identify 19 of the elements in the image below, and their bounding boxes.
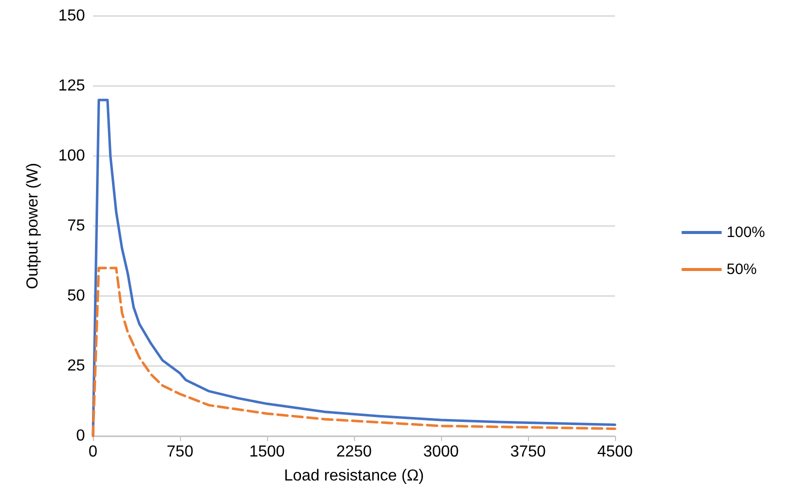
x-tick-label: 3750 xyxy=(510,444,546,460)
y-tick-label: 0 xyxy=(76,428,86,444)
legend-label: 100% xyxy=(726,224,766,241)
y-tick-label: 50 xyxy=(67,288,86,304)
x-tick-label: 0 xyxy=(88,444,98,460)
x-tick-label: 3000 xyxy=(423,444,459,460)
y-axis-title: Output power (W) xyxy=(24,162,42,290)
y-tick-label: 25 xyxy=(67,358,86,374)
y-tick-label: 125 xyxy=(58,78,86,94)
y-tick-label: 100 xyxy=(58,148,86,164)
legend-label: 50% xyxy=(726,261,757,278)
y-tick-label: 75 xyxy=(67,218,86,234)
x-tick-label: 1500 xyxy=(249,444,285,460)
y-tick-label: 150 xyxy=(58,8,86,24)
x-tick-label: 2250 xyxy=(336,444,372,460)
x-tick-label: 750 xyxy=(166,444,194,460)
line-series xyxy=(92,266,616,438)
x-axis-title: Load resistance (Ω) xyxy=(284,468,424,484)
x-tick-label: 4500 xyxy=(597,444,633,460)
